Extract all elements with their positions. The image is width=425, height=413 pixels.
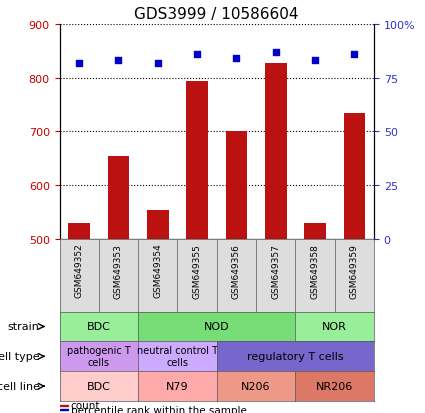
Text: percentile rank within the sample: percentile rank within the sample	[71, 405, 246, 413]
Bar	[147, 210, 169, 240]
Point	[76, 60, 82, 67]
Text: strain: strain	[8, 322, 40, 332]
Text: GSM649354: GSM649354	[153, 243, 162, 298]
Text: GSM649358: GSM649358	[311, 243, 320, 298]
Bar	[343, 113, 365, 240]
Text: NOR: NOR	[322, 322, 347, 332]
Bar	[265, 64, 286, 240]
Text: regulatory T cells: regulatory T cells	[247, 351, 344, 361]
Bar	[226, 132, 247, 240]
Text: cell type: cell type	[0, 351, 40, 361]
Text: BDC: BDC	[87, 381, 111, 391]
Text: NOD: NOD	[204, 322, 230, 332]
Point	[312, 58, 318, 64]
Text: NR206: NR206	[316, 381, 353, 391]
Point	[115, 58, 122, 64]
Bar	[108, 156, 129, 240]
Text: GSM649355: GSM649355	[193, 243, 201, 298]
Text: pathogenic T
cells: pathogenic T cells	[67, 346, 131, 367]
Point	[233, 56, 240, 62]
Bar	[68, 223, 90, 240]
Text: GSM649356: GSM649356	[232, 243, 241, 298]
Point	[272, 50, 279, 56]
Point	[154, 60, 161, 67]
Text: GSM649357: GSM649357	[271, 243, 280, 298]
Text: N79: N79	[166, 381, 189, 391]
Point	[351, 52, 358, 58]
Text: N206: N206	[241, 381, 271, 391]
Text: cell line: cell line	[0, 381, 40, 391]
Bar	[304, 223, 326, 240]
Text: GSM649359: GSM649359	[350, 243, 359, 298]
Text: neutral control T
cells: neutral control T cells	[137, 346, 218, 367]
Text: BDC: BDC	[87, 322, 111, 332]
Point	[194, 52, 201, 58]
Bar	[186, 82, 208, 240]
Text: count: count	[71, 400, 100, 410]
Text: GSM649352: GSM649352	[75, 243, 84, 298]
Bar	[60, 409, 68, 410]
Text: GSM649353: GSM649353	[114, 243, 123, 298]
Bar	[60, 405, 68, 406]
Title: GDS3999 / 10586604: GDS3999 / 10586604	[134, 7, 299, 22]
